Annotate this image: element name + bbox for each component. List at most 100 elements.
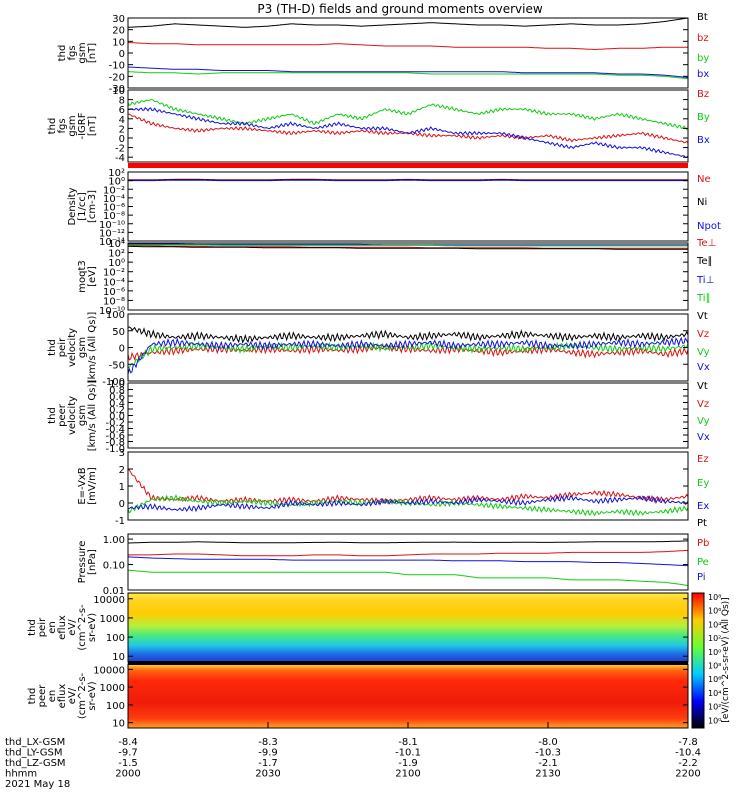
x-tick-label: -10.1 <box>395 748 421 759</box>
series-line-Vt <box>127 326 689 344</box>
y-axis-label: thd <box>47 407 58 424</box>
colorbar-tick-label: 10⁴ <box>708 620 721 629</box>
colorbar-scale <box>691 592 705 729</box>
series-line-Te∥ <box>127 245 688 250</box>
y-tick-label: 30 <box>112 14 125 25</box>
x-tick-label: 2130 <box>535 769 560 780</box>
y-tick-label: 3 <box>119 448 125 459</box>
y-axis-label: [km/s (All Qs)] <box>87 380 98 452</box>
y-axis-label: en <box>47 690 58 703</box>
y-tick-label: 0 <box>119 344 125 355</box>
colorbar-tick-label: 10² <box>708 703 721 712</box>
y-tick-label: 10⁻⁴ <box>103 194 125 205</box>
spectrogram-fill <box>128 593 688 662</box>
x-tick-label: -2.2 <box>678 758 698 769</box>
y-tick-label: 0.6 <box>109 392 125 403</box>
y-tick-label: 10 <box>112 719 125 730</box>
y-tick-label: -10 <box>109 61 125 72</box>
colorbar: 10⁸ 10⁶ 10⁴ 10² 10⁰ 10⁸ 10⁶ 10⁴ 10² 10⁰ [eV/(cm^2-… <box>691 592 731 729</box>
x-tick-label: -2.1 <box>538 758 558 769</box>
series-line-bx <box>127 66 689 78</box>
y-tick-label: -100 <box>102 377 125 388</box>
y-axis-label: [nT] <box>87 116 98 136</box>
y-axis-label: (cm^2-s- <box>77 672 88 719</box>
panel-5: Vt Vz Vy Vx 100 50 0 -50 -100 thd peir velocity gsm[… <box>47 310 710 388</box>
y-axis-label: -IGRF <box>77 112 88 139</box>
y-axis-label: velocity <box>67 396 78 435</box>
panel-frame <box>127 533 689 591</box>
y-tick-label: 100 <box>106 310 125 321</box>
colorbar-tick-label: 10⁶ <box>708 607 721 616</box>
panel-7: Ez Ey Ex 3 2 1 0 -1 E=-VxB [mV/m] <box>77 448 709 527</box>
x-row-label: thd_LZ-GSM <box>5 758 66 769</box>
y-tick-label: 0.8 <box>109 386 125 397</box>
y-axis-label: E=-VxB <box>77 467 88 504</box>
y-tick-label: 10⁻⁶ <box>103 203 125 214</box>
x-row-label: thd_LX-GSM <box>5 737 65 748</box>
y-tick-label: 10⁻⁸ <box>103 211 125 222</box>
legend-Vt: Vt <box>697 381 708 392</box>
colorbar-tick-label: 10⁶ <box>708 675 721 684</box>
series-line-Bx <box>128 106 689 159</box>
y-tick-label: 10⁻⁴ <box>103 277 125 288</box>
y-tick-label: -0.8 <box>105 438 125 449</box>
y-tick-label: 1.00 <box>103 535 125 546</box>
x-tick-label: -8.3 <box>258 737 278 748</box>
y-tick-label: -0.6 <box>105 431 125 442</box>
panel-frame <box>127 382 689 449</box>
y-tick-label: 10² <box>108 168 125 179</box>
y-tick-label: -1.0 <box>105 444 125 455</box>
legend-Ni: Ni <box>697 197 707 208</box>
y-axis-label: thd <box>47 118 58 135</box>
figure-title: P3 (TH-D) fields and ground moments over… <box>257 2 542 16</box>
series-line-Bt <box>128 17 689 28</box>
y-tick-label: 10⁻² <box>103 268 125 279</box>
y-tick-label: 10⁻⁶ <box>103 287 125 298</box>
y-tick-label: 10 <box>112 652 125 663</box>
legend-bx: bx <box>697 69 709 80</box>
y-axis-label: eV/ <box>67 687 78 704</box>
y-tick-label: 10⁻¹⁰ <box>99 220 125 231</box>
y-axis-label: peer <box>37 684 48 708</box>
y-tick-label: -20 <box>109 72 125 83</box>
y-axis-label: sr-eV) <box>87 613 98 642</box>
x-tick-label: -1.7 <box>258 758 278 769</box>
panel-4: Te⊥Te∥Ti⊥Ti∥10⁴10²10⁰10⁻²10⁻⁴10⁻⁶10⁻⁸10⁻… <box>77 238 716 317</box>
y-tick-label: 6 <box>119 105 125 116</box>
y-tick-label: 0.10 <box>103 561 125 572</box>
y-axis-label: [nPa] <box>87 549 98 575</box>
legend-Pt: Pt <box>697 518 707 529</box>
series-line-bz <box>127 42 688 51</box>
series-line-Pi <box>128 556 689 567</box>
y-tick-label: 0.2 <box>109 405 125 416</box>
legend-Npot: Npot <box>697 221 721 232</box>
x-tick-label: -1.9 <box>398 758 418 769</box>
y-axis-label: eV/ <box>67 619 78 636</box>
legend-Te∥: Te∥ <box>696 256 713 267</box>
legend-Bz: Bz <box>697 89 709 100</box>
y-axis-label: peer <box>57 403 68 427</box>
series-line-Pb <box>128 549 689 557</box>
y-tick-label: 10⁴ <box>108 239 125 250</box>
x-tick-label: -9.7 <box>118 748 138 759</box>
legend-Pb: Pb <box>697 538 709 549</box>
x-tick-label: 2030 <box>255 769 280 780</box>
legend-Bt: Bt <box>697 12 708 23</box>
y-tick-label: 0.01 <box>103 586 125 597</box>
legend-Vz: Vz <box>697 399 709 410</box>
y-axis-label: fgs <box>67 45 78 60</box>
y-axis-label: en <box>47 621 58 634</box>
colorbar-tick-label: 10⁰ <box>708 648 721 657</box>
panel-frame <box>127 17 689 89</box>
legend-Ti⊥: Ti⊥ <box>696 275 714 286</box>
y-axis-label: [mV/m] <box>87 467 98 505</box>
y-tick-label: 50 <box>112 327 125 338</box>
series-line-Pt <box>128 540 688 544</box>
y-tick-label: 1.0 <box>109 379 125 390</box>
y-axis-label: [km/s (All Qs)] <box>87 312 98 384</box>
colorbar-tick-label: 10⁰ <box>708 716 721 725</box>
y-tick-label: 2 <box>119 465 125 476</box>
